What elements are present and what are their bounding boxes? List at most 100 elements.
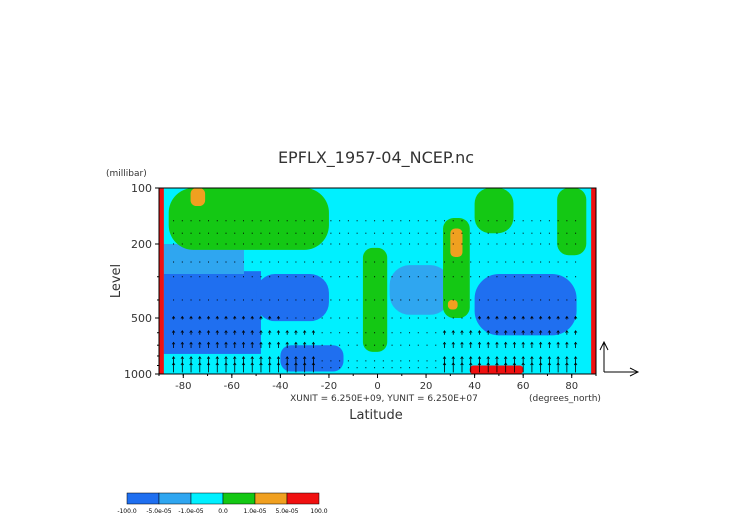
vector-point xyxy=(513,276,515,278)
vector-point xyxy=(295,317,297,319)
vector-arrowhead xyxy=(241,362,246,366)
x-tick-label: 0 xyxy=(374,381,380,392)
vector-arrowhead xyxy=(565,330,569,333)
vector-point xyxy=(339,299,341,301)
vector-point xyxy=(505,232,507,234)
vector-point xyxy=(208,220,210,222)
vector-point xyxy=(339,261,341,263)
x-tick-label: 20 xyxy=(420,381,433,392)
vector-arrowhead xyxy=(180,362,184,366)
vector-arrowhead xyxy=(311,341,316,345)
vector-arrowhead xyxy=(198,315,202,319)
vector-point xyxy=(435,332,437,334)
vector-point xyxy=(216,261,218,263)
vector-point xyxy=(391,232,393,234)
vector-point xyxy=(181,232,183,234)
vector-point xyxy=(304,317,306,319)
vector-point xyxy=(339,332,341,334)
vector-point xyxy=(260,299,262,301)
vector-point xyxy=(269,261,271,263)
vector-point xyxy=(330,243,332,245)
vector-point xyxy=(208,276,210,278)
vector-arrowhead xyxy=(311,330,316,333)
vector-arrowhead xyxy=(477,341,482,345)
vector-point xyxy=(225,261,227,263)
vector-point xyxy=(347,276,349,278)
vector-point xyxy=(382,344,384,346)
vector-point xyxy=(321,299,323,301)
vector-point xyxy=(286,276,288,278)
vector-point xyxy=(470,261,472,263)
vector-arrowhead xyxy=(573,341,578,345)
vector-point xyxy=(190,276,192,278)
vector-point xyxy=(356,344,358,346)
vector-point xyxy=(478,276,480,278)
vector-arrowhead xyxy=(259,362,263,366)
vector-point xyxy=(234,220,236,222)
vector-point xyxy=(190,243,192,245)
vector-point xyxy=(225,299,227,301)
vector-arrowhead xyxy=(259,356,263,359)
vector-point xyxy=(277,299,279,301)
vector-point xyxy=(417,276,419,278)
vector-point xyxy=(269,220,271,222)
vector-point xyxy=(330,276,332,278)
vector-point xyxy=(173,261,175,263)
vector-point xyxy=(181,299,183,301)
vector-arrowhead xyxy=(556,356,560,359)
vector-point xyxy=(531,232,533,234)
vector-point xyxy=(435,232,437,234)
horizontal-arrowhead xyxy=(629,367,640,377)
vector-point xyxy=(234,276,236,278)
vector-arrowhead xyxy=(477,362,482,366)
vector-point xyxy=(478,220,480,222)
contour-region-strong_negative xyxy=(474,274,577,336)
vector-point xyxy=(365,243,367,245)
vector-arrowhead xyxy=(469,362,473,366)
vector-point xyxy=(557,261,559,263)
contour-region-strong_positive xyxy=(190,188,206,207)
vector-point xyxy=(426,299,428,301)
vector-point xyxy=(356,220,358,222)
vector-arrowhead xyxy=(302,330,307,333)
vector-point xyxy=(374,243,376,245)
vector-point xyxy=(190,299,192,301)
x-tick-label: -60 xyxy=(224,381,240,392)
vector-point xyxy=(365,276,367,278)
contour-region-strong_negative xyxy=(163,271,261,354)
vector-point xyxy=(277,220,279,222)
vector-arrowhead xyxy=(495,341,499,345)
vector-point xyxy=(199,243,201,245)
vector-arrowhead xyxy=(268,341,272,345)
vector-point xyxy=(513,299,515,301)
vector-point xyxy=(382,261,384,263)
vector-arrowhead xyxy=(233,341,237,345)
vector-point xyxy=(365,299,367,301)
contour-region-strong_negative xyxy=(256,274,329,322)
vector-point xyxy=(391,276,393,278)
vector-arrowhead xyxy=(460,330,464,333)
vector-point xyxy=(531,299,533,301)
vector-arrowhead xyxy=(521,356,525,359)
vector-arrowhead xyxy=(538,341,543,345)
vector-point xyxy=(452,232,454,234)
vector-arrowhead xyxy=(259,330,263,333)
vector-point xyxy=(400,220,402,222)
vector-point xyxy=(409,220,411,222)
vector-arrowhead xyxy=(442,341,447,345)
chart-title: EPFLX_1957-04_NCEP.nc xyxy=(278,148,474,168)
vector-point xyxy=(330,344,332,346)
vector-arrowhead xyxy=(512,341,517,345)
vector-arrowhead xyxy=(285,341,289,345)
vector-arrowhead xyxy=(503,356,508,359)
vector-point xyxy=(251,299,253,301)
vector-point xyxy=(540,261,542,263)
vector-arrowhead xyxy=(530,356,534,359)
vector-point xyxy=(339,367,341,369)
vector-point xyxy=(400,243,402,245)
vector-point xyxy=(173,220,175,222)
colorbar-label: 0.0 xyxy=(218,508,228,515)
vector-point xyxy=(347,261,349,263)
x-tick-label: -20 xyxy=(321,381,337,392)
